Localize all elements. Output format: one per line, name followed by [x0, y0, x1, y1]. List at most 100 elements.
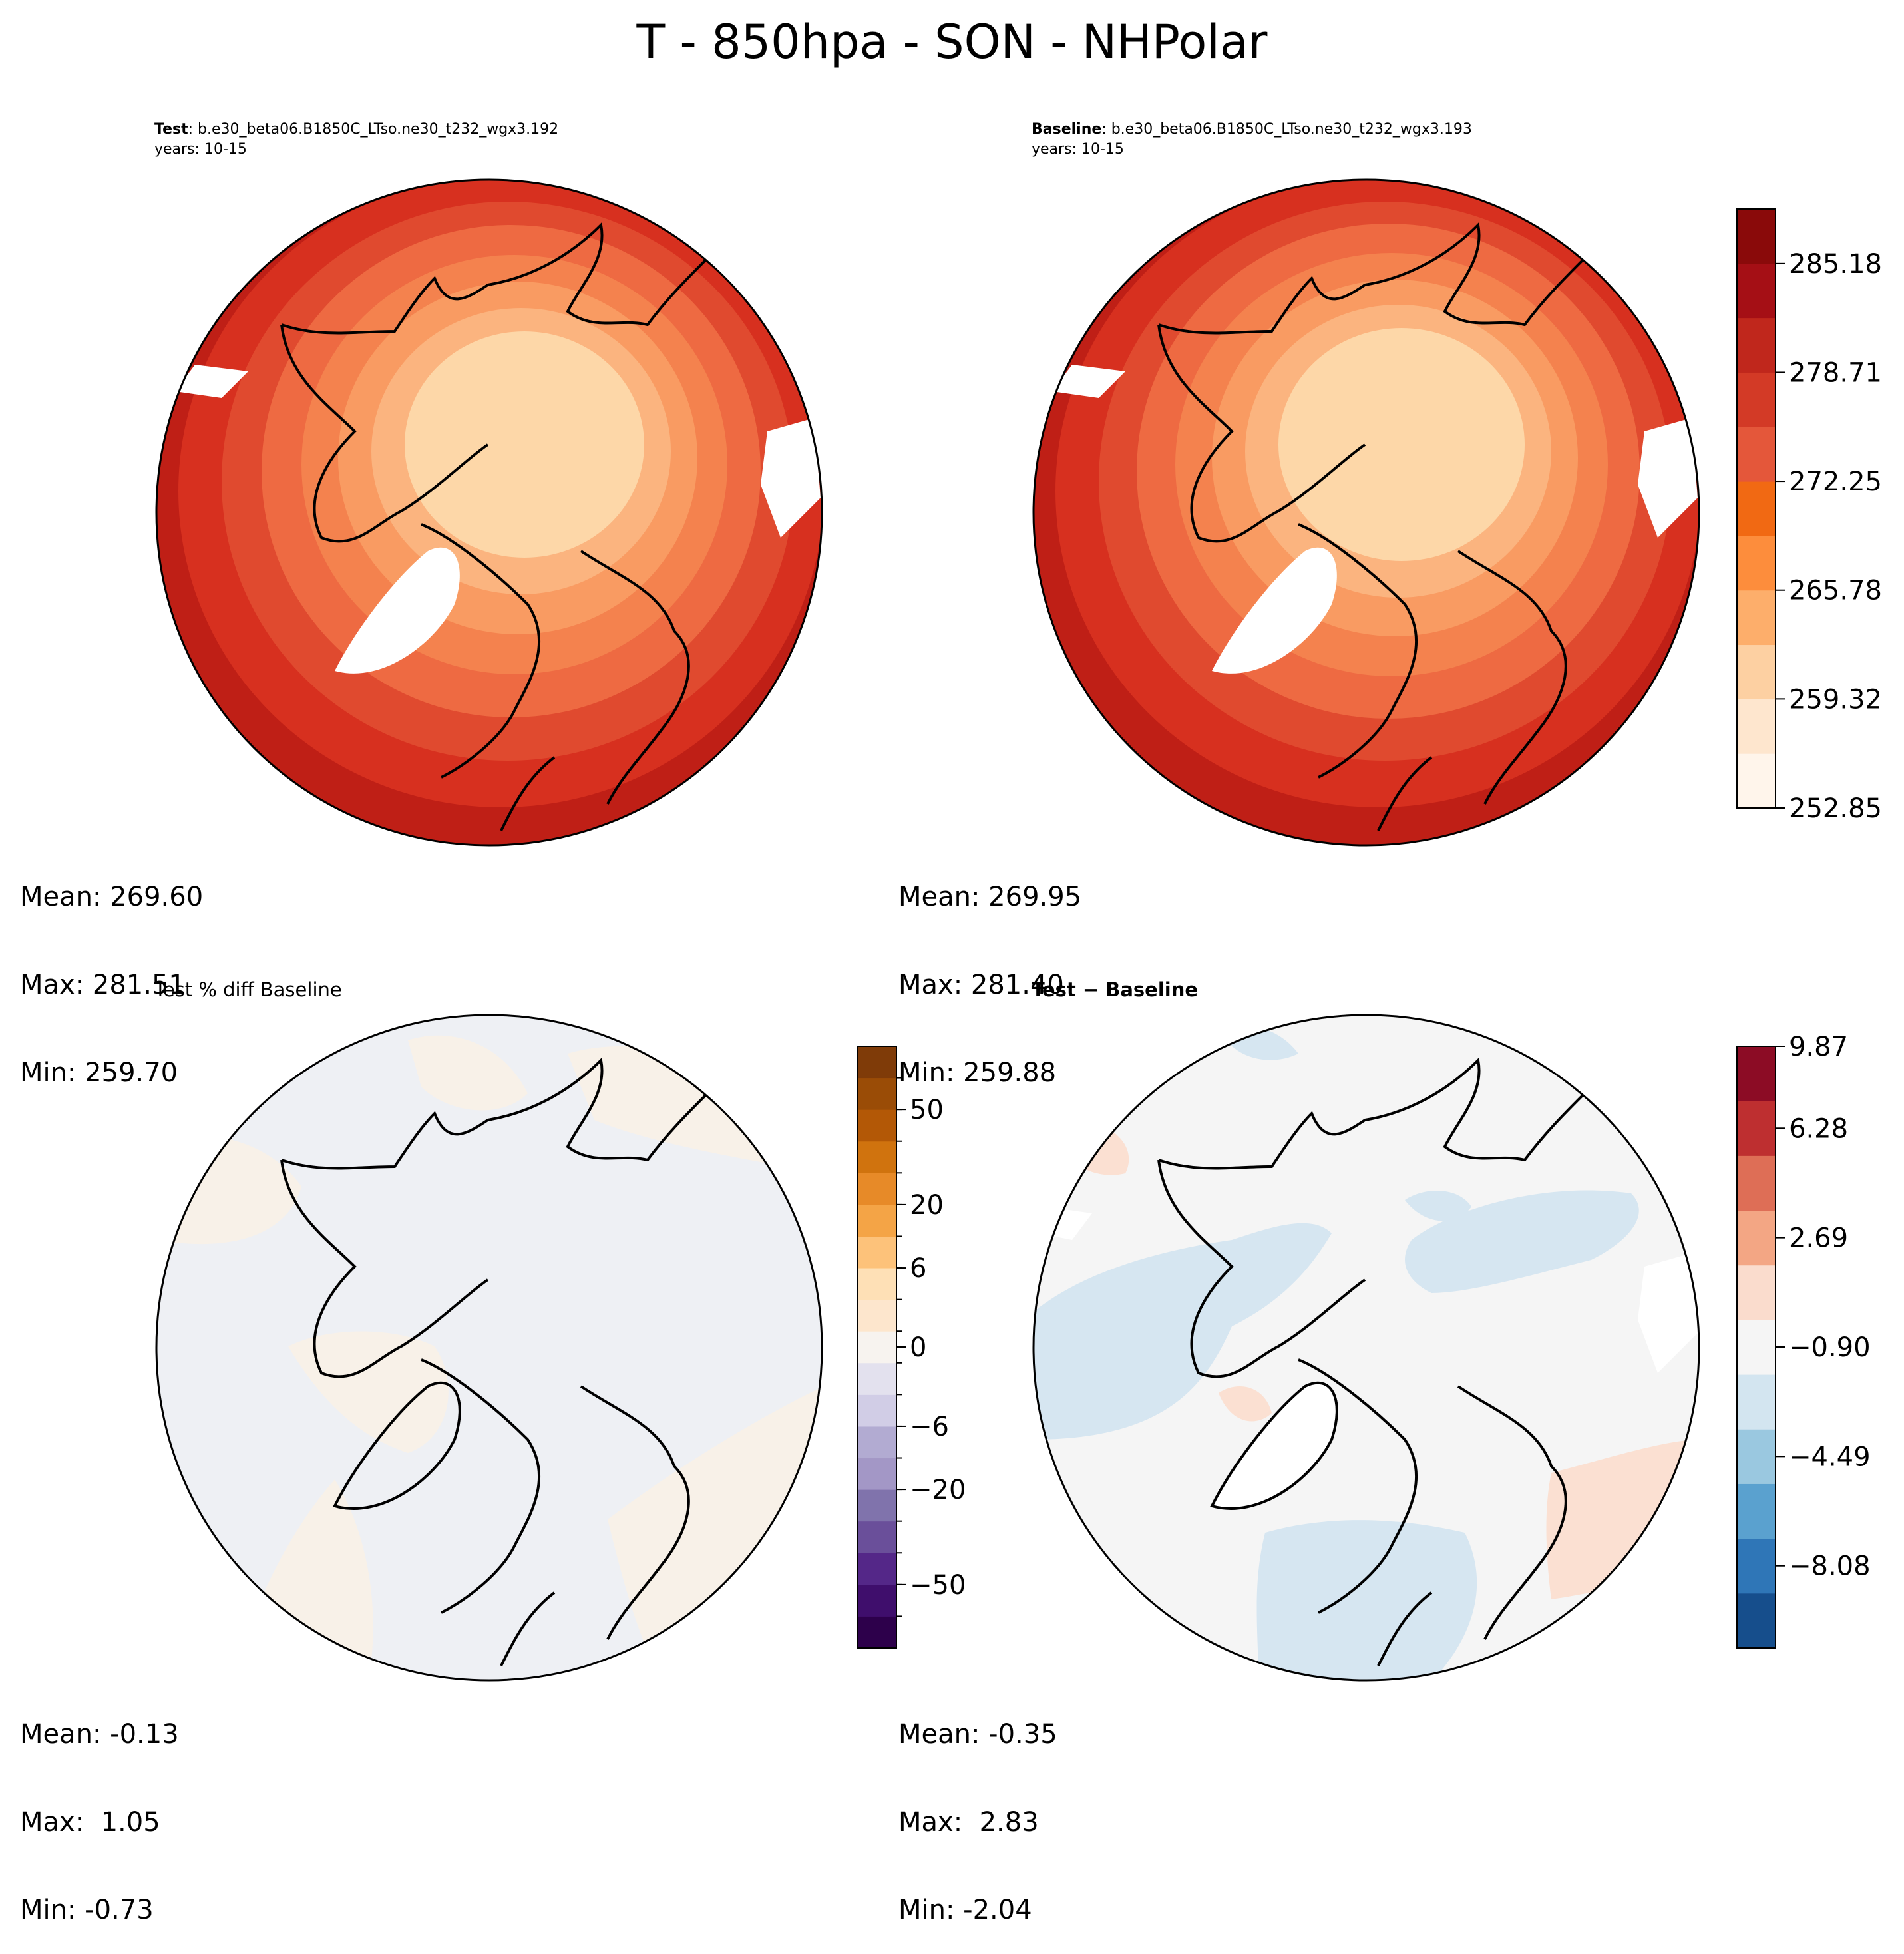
percent-colorbar-segment: [858, 1362, 896, 1395]
test-panel-caption: Test: b.e30_beta06.B1850C_LTso.ne30_t232…: [154, 120, 558, 160]
greenland-mask: [1212, 547, 1337, 674]
diff-map-boundary: [1032, 1014, 1700, 1682]
missing-data-east: [1638, 418, 1698, 538]
percent-colorbar-segment: [858, 1046, 896, 1079]
percent-colorbar-segment: [858, 1553, 896, 1585]
diff-max: Max: 2.83: [898, 1807, 1039, 1838]
pctdiff-map: [155, 1014, 823, 1682]
difference-colorbar-tick-label: −8.08: [1789, 1551, 1871, 1582]
percent-colorbar-segment: [858, 1394, 896, 1427]
pctdiff-panel-caption: Test % diff Baseline: [154, 978, 342, 1001]
baseline-max: Max: 281.40: [898, 970, 1064, 1000]
temperature-colorbar-segment: [1737, 699, 1776, 754]
pctdiff-field: [156, 1015, 822, 1680]
test-case-name: : b.e30_beta06.B1850C_LTso.ne30_t232_wgx…: [188, 121, 559, 138]
baseline-stats: Mean: 269.95 Max: 281.40 Min: 259.88: [898, 824, 1081, 1117]
difference-colorbar-segment: [1737, 1155, 1776, 1211]
diff-panel-caption: Test − Baseline: [1032, 978, 1199, 1001]
test-temperature-field: [156, 180, 822, 845]
percent-colorbar-segment: [858, 1236, 896, 1269]
temperature-colorbar-frame: [1736, 208, 1776, 809]
temperature-colorbar-segment: [1737, 372, 1776, 427]
temperature-colorbar-tick-label: 252.85: [1789, 793, 1882, 824]
difference-colorbar-tick-label: 2.69: [1789, 1223, 1848, 1254]
percent-colorbar-segment: [858, 1489, 896, 1522]
missing-data-west: [1052, 365, 1125, 398]
diff-map: [1032, 1014, 1700, 1682]
test-max: Max: 281.51: [20, 970, 186, 1000]
difference-colorbar-segment: [1737, 1265, 1776, 1320]
temperature-colorbar-segment: [1737, 644, 1776, 699]
pctdiff-stats: Mean: -0.13 Max: 1.05 Min: -0.73: [20, 1661, 179, 1954]
diff-coastlines: [1157, 1057, 1632, 1666]
test-label: Test: [154, 121, 188, 138]
percent-colorbar-tick-label: 50: [910, 1095, 944, 1125]
missing-data-west: [175, 365, 248, 398]
temperature-colorbar-segment: [1737, 753, 1776, 809]
test-mean: Mean: 269.60: [20, 882, 204, 912]
figure-title: T - 850hpa - SON - NHPolar: [636, 15, 1268, 69]
temperature-colorbar-tick-label: 272.25: [1789, 467, 1882, 497]
pctdiff-max: Max: 1.05: [20, 1807, 160, 1838]
diff-mean: Mean: -0.35: [898, 1719, 1057, 1750]
temperature-colorbar: 252.85 259.32 265.78 272.25 278.71 285.18: [1736, 208, 1882, 824]
pctdiff-mean: Mean: -0.13: [20, 1719, 179, 1750]
difference-colorbar-segment: [1737, 1046, 1776, 1101]
percent-colorbar-segment: [858, 1204, 896, 1237]
temperature-colorbar-tick-label: 265.78: [1789, 576, 1882, 606]
baseline-coastlines: [1157, 222, 1632, 831]
temperature-colorbar-segment: [1737, 535, 1776, 591]
temperature-colorbar-segment: [1737, 427, 1776, 482]
baseline-label: Baseline: [1032, 121, 1102, 138]
diff-stats: Mean: -0.35 Max: 2.83 Min: -2.04: [898, 1661, 1057, 1954]
test-map: [155, 178, 823, 847]
baseline-map: [1032, 178, 1700, 847]
percent-colorbar-tick-label: −50: [910, 1570, 966, 1601]
percent-colorbar-segment: [858, 1584, 896, 1617]
percent-colorbar-segment: [858, 1173, 896, 1205]
difference-colorbar-segment: [1737, 1319, 1776, 1375]
difference-colorbar-segment: [1737, 1210, 1776, 1266]
temperature-colorbar-segment: [1737, 209, 1776, 264]
percent-colorbar-tick-label: 20: [910, 1190, 944, 1221]
percent-colorbar-segment: [858, 1299, 896, 1332]
temperature-colorbar-segment: [1737, 590, 1776, 646]
temperature-colorbar-segment: [1737, 263, 1776, 319]
test-map-boundary: [155, 178, 823, 847]
difference-colorbar-segment: [1737, 1483, 1776, 1539]
diff-min: Min: -2.04: [898, 1895, 1032, 1925]
baseline-case-name: : b.e30_beta06.B1850C_LTso.ne30_t232_wgx…: [1101, 121, 1472, 138]
pctdiff-map-boundary: [155, 1014, 823, 1682]
percent-colorbar-tick-label: −6: [910, 1412, 949, 1442]
diff-field: [1034, 1015, 1699, 1680]
missing-data-east: [761, 418, 821, 538]
percent-colorbar: −50 −20 −6 0 6 20 50: [857, 1046, 966, 1649]
percent-colorbar-segment: [858, 1109, 896, 1142]
difference-colorbar-segment: [1737, 1429, 1776, 1484]
difference-colorbar-segment: [1737, 1538, 1776, 1594]
percent-colorbar-tick-label: 0: [910, 1332, 926, 1363]
temperature-colorbar-tick-label: 259.32: [1789, 684, 1882, 715]
temperature-colorbar-tick-label: 278.71: [1789, 357, 1882, 388]
test-min: Min: 259.70: [20, 1058, 178, 1088]
pctdiff-coastlines: [280, 1057, 755, 1666]
difference-colorbar-tick-label: −4.49: [1789, 1442, 1871, 1472]
baseline-mean: Mean: 269.95: [898, 882, 1082, 912]
difference-colorbar-tick-label: 9.87: [1789, 1032, 1848, 1062]
difference-colorbar: −8.08 −4.49 −0.90 2.69 6.28 9.87: [1736, 1032, 1871, 1649]
percent-colorbar-tick-label: 6: [910, 1253, 926, 1284]
percent-colorbar-segment: [858, 1141, 896, 1173]
baseline-map-boundary: [1032, 178, 1700, 847]
percent-colorbar-segment: [858, 1521, 896, 1553]
percent-colorbar-segment: [858, 1616, 896, 1649]
pctdiff-min: Min: -0.73: [20, 1895, 154, 1925]
test-years: years: 10-15: [154, 141, 247, 158]
percent-colorbar-segment: [858, 1077, 896, 1110]
difference-colorbar-tick-label: 6.28: [1789, 1113, 1848, 1144]
percent-colorbar-segment: [858, 1458, 896, 1490]
test-stats: Mean: 269.60 Max: 281.51 Min: 259.70: [20, 824, 203, 1117]
percent-colorbar-tick-label: −20: [910, 1475, 966, 1505]
difference-colorbar-segment: [1737, 1593, 1776, 1649]
difference-colorbar-segment: [1737, 1374, 1776, 1430]
temperature-colorbar-segment: [1737, 481, 1776, 536]
